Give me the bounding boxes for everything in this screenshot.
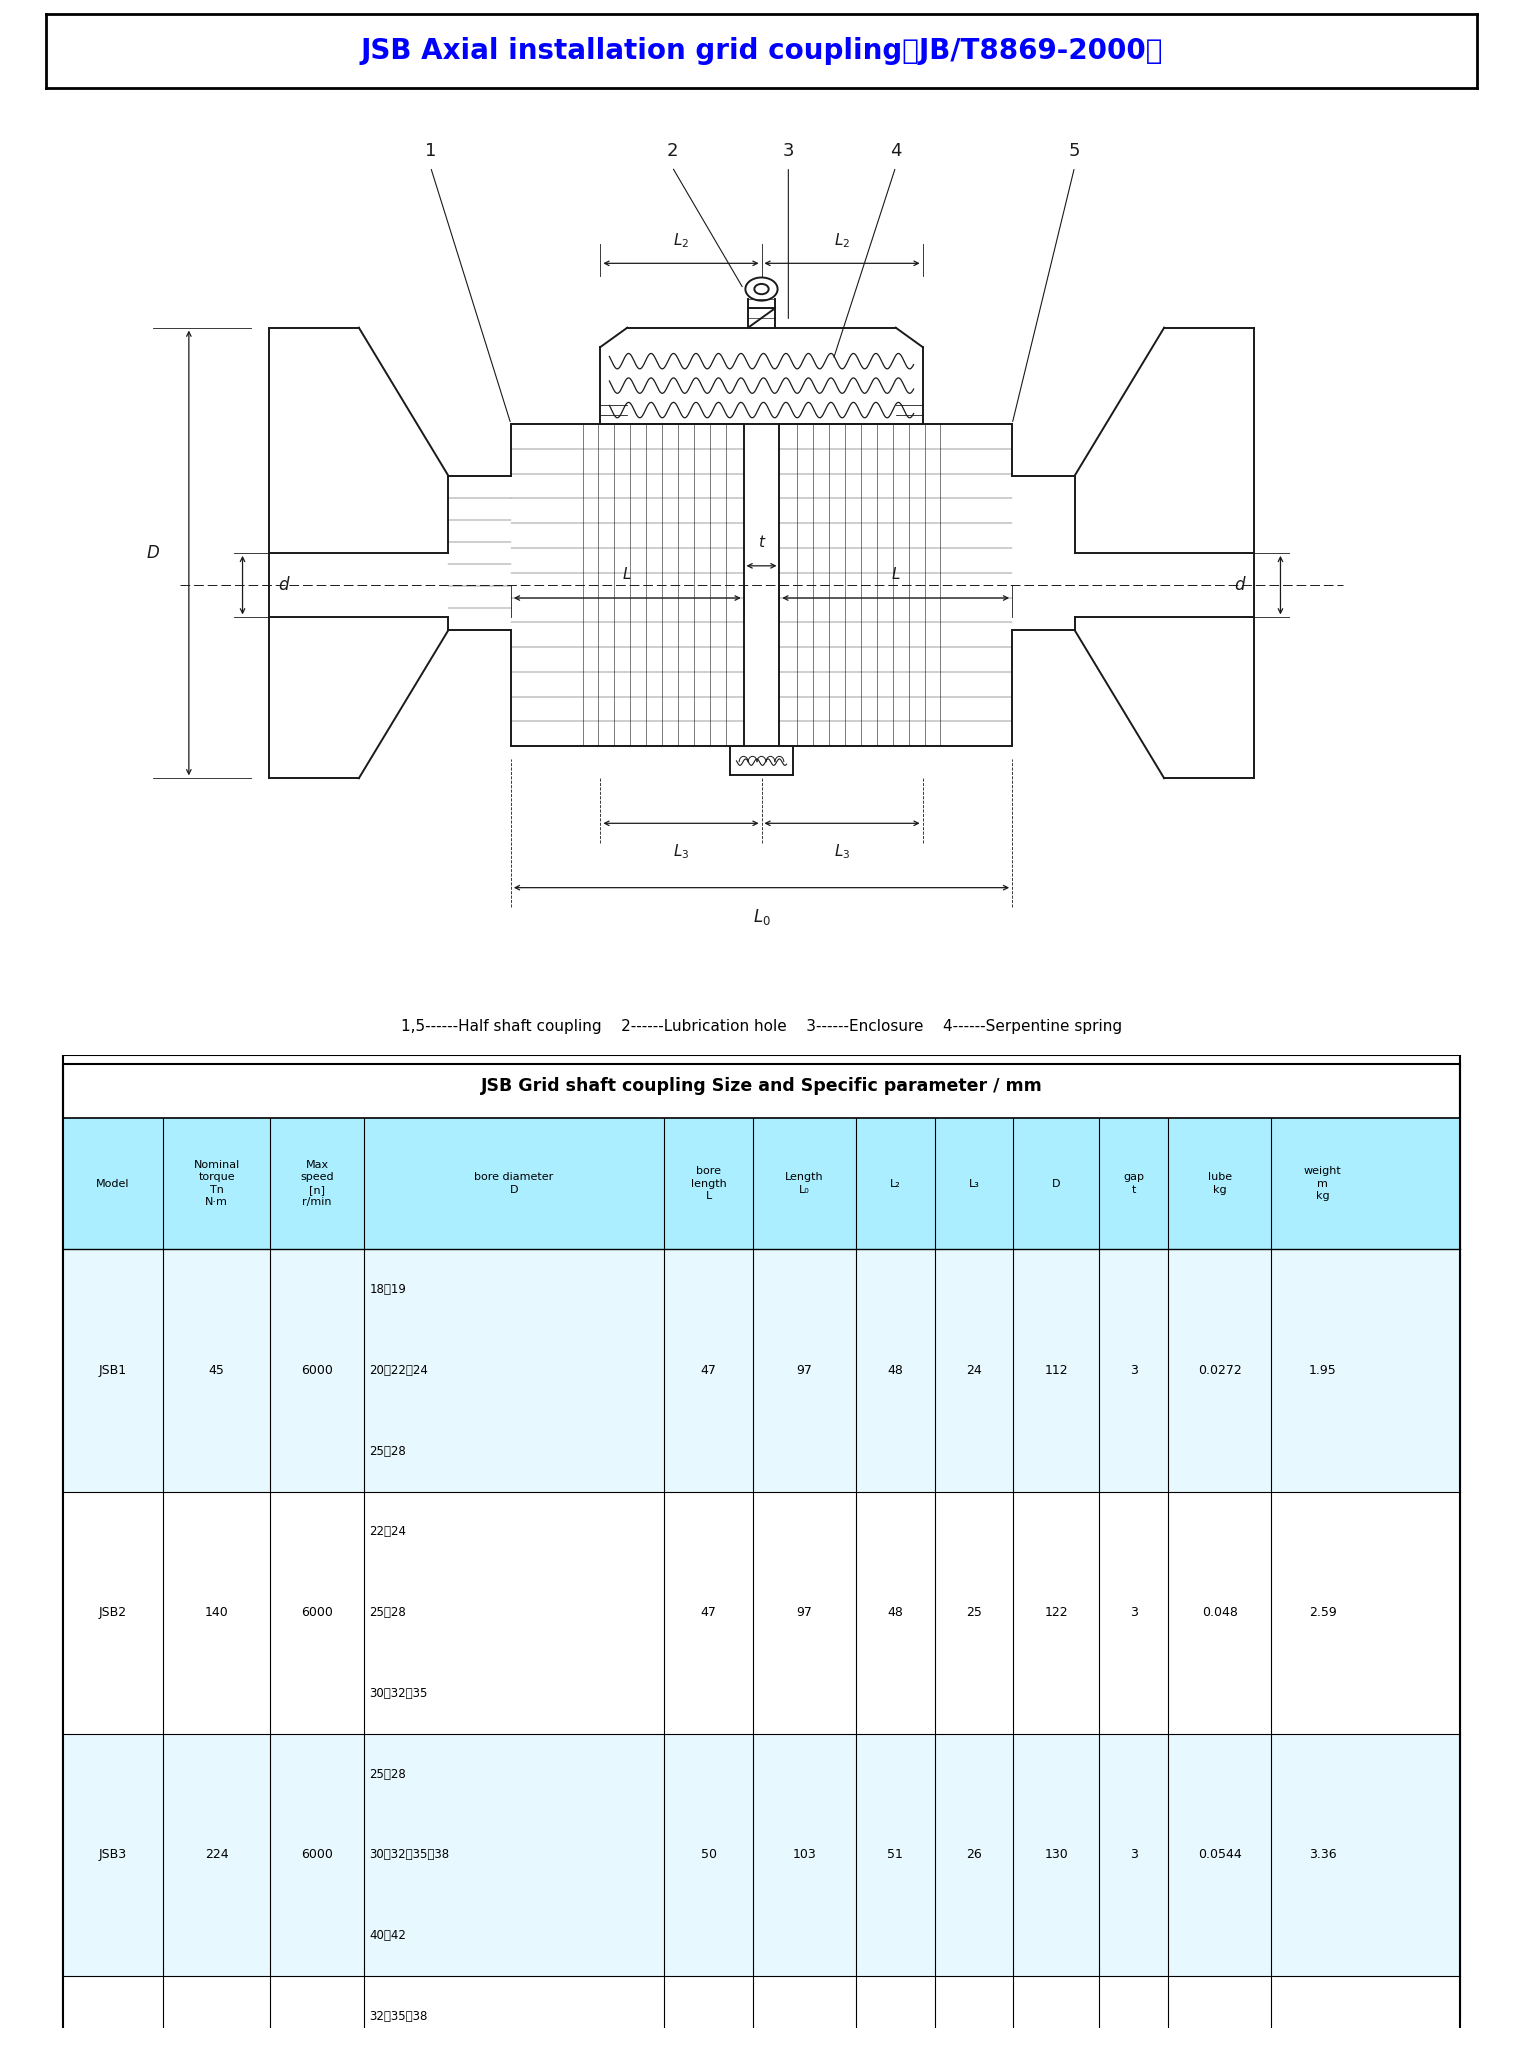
- Text: weight
m
kg: weight m kg: [1304, 1165, 1342, 1200]
- Text: JSB2: JSB2: [99, 1606, 126, 1620]
- Text: 45: 45: [209, 1364, 225, 1376]
- Text: 24: 24: [966, 1364, 982, 1376]
- Text: 122: 122: [1045, 1606, 1068, 1620]
- Text: 47: 47: [701, 1606, 716, 1620]
- Text: 3: 3: [1130, 1606, 1138, 1620]
- Text: 1.95: 1.95: [1308, 1364, 1337, 1376]
- Text: L₃: L₃: [969, 1178, 979, 1188]
- Text: 97: 97: [797, 1364, 812, 1376]
- Text: 22、24: 22、24: [369, 1526, 407, 1538]
- Text: JSB1: JSB1: [99, 1364, 126, 1376]
- Text: L: L: [623, 567, 632, 582]
- Text: 3: 3: [1130, 1364, 1138, 1376]
- Text: 48: 48: [888, 1364, 903, 1376]
- Bar: [62, 1491, 1461, 1735]
- Text: L: L: [891, 567, 900, 582]
- Text: 2.59: 2.59: [1308, 1606, 1337, 1620]
- Text: 97: 97: [797, 1606, 812, 1620]
- Bar: [62, 1118, 1461, 1249]
- Text: $L_2$: $L_2$: [673, 231, 688, 250]
- Text: 40、42: 40、42: [369, 1929, 407, 1942]
- Text: Length
L₀: Length L₀: [786, 1171, 824, 1194]
- Text: gap
t: gap t: [1124, 1171, 1144, 1194]
- Text: Max
speed
[n]
r/min: Max speed [n] r/min: [300, 1159, 334, 1206]
- Text: Nominal
torque
Tn
N·m: Nominal torque Tn N·m: [193, 1159, 241, 1206]
- Text: 0.0544: 0.0544: [1197, 1849, 1241, 1862]
- Text: 2: 2: [666, 141, 678, 160]
- Text: L₂: L₂: [889, 1178, 900, 1188]
- Text: t: t: [758, 535, 765, 549]
- Text: 0.048: 0.048: [1202, 1606, 1238, 1620]
- Text: 25: 25: [966, 1606, 982, 1620]
- Text: 140: 140: [206, 1606, 228, 1620]
- Text: bore diameter
D: bore diameter D: [474, 1171, 553, 1194]
- Text: Model: Model: [96, 1178, 129, 1188]
- Text: d: d: [1234, 575, 1244, 594]
- Text: 30、32、35: 30、32、35: [369, 1688, 428, 1700]
- Text: JSB Grid shaft coupling Size and Specific parameter / mm: JSB Grid shaft coupling Size and Specifi…: [481, 1077, 1042, 1096]
- Text: 25、28: 25、28: [369, 1767, 407, 1780]
- Text: d: d: [279, 575, 289, 594]
- Text: 5: 5: [1069, 141, 1080, 160]
- Text: 3.36: 3.36: [1308, 1849, 1337, 1862]
- Text: 3: 3: [783, 141, 793, 160]
- Text: 103: 103: [792, 1849, 816, 1862]
- Bar: [62, 1735, 1461, 1976]
- Text: 6000: 6000: [302, 1364, 334, 1376]
- Text: 0.0272: 0.0272: [1197, 1364, 1241, 1376]
- Text: lube
kg: lube kg: [1208, 1171, 1232, 1194]
- Text: 112: 112: [1045, 1364, 1068, 1376]
- Text: 4: 4: [889, 141, 902, 160]
- Bar: [62, 1249, 1461, 1491]
- Text: 1,5------Half shaft coupling    2------Lubrication hole    3------Enclosure    4: 1,5------Half shaft coupling 2------Lubr…: [401, 1018, 1122, 1034]
- Text: 6000: 6000: [302, 1849, 334, 1862]
- Text: $L_0$: $L_0$: [752, 907, 771, 928]
- Text: 47: 47: [701, 1364, 716, 1376]
- Text: JSB3: JSB3: [99, 1849, 126, 1862]
- Text: 1: 1: [425, 141, 436, 160]
- Text: 3: 3: [1130, 1849, 1138, 1862]
- FancyBboxPatch shape: [62, 1065, 1461, 2017]
- Text: JSB Axial installation grid coupling（JB/T8869-2000）: JSB Axial installation grid coupling（JB/…: [361, 37, 1162, 66]
- Text: 51: 51: [888, 1849, 903, 1862]
- Text: 6000: 6000: [302, 1606, 334, 1620]
- Text: 32、35、38: 32、35、38: [369, 2009, 428, 2023]
- Text: 130: 130: [1045, 1849, 1068, 1862]
- Text: 25、28: 25、28: [369, 1606, 407, 1620]
- Text: D: D: [1052, 1178, 1060, 1188]
- Text: 18、19: 18、19: [369, 1284, 407, 1296]
- Text: $L_3$: $L_3$: [835, 842, 850, 862]
- Text: 26: 26: [966, 1849, 982, 1862]
- Text: 48: 48: [888, 1606, 903, 1620]
- Text: 50: 50: [701, 1849, 716, 1862]
- Text: 224: 224: [206, 1849, 228, 1862]
- Text: 20、22、24: 20、22、24: [369, 1364, 428, 1376]
- Text: $L_3$: $L_3$: [673, 842, 688, 862]
- Text: bore
length
L: bore length L: [690, 1165, 726, 1200]
- Text: 30、32、35、38: 30、32、35、38: [369, 1849, 449, 1862]
- Text: D: D: [146, 545, 160, 561]
- Text: 25、28: 25、28: [369, 1444, 407, 1458]
- Bar: [62, 1976, 1461, 2048]
- Text: $L_2$: $L_2$: [835, 231, 850, 250]
